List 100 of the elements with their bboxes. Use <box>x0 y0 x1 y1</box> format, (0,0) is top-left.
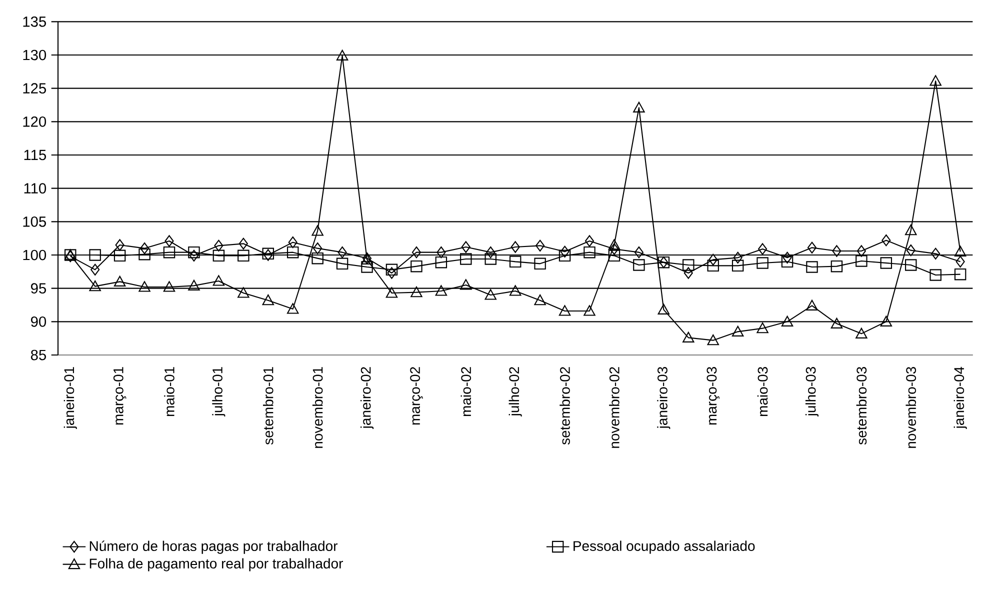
point <box>558 305 571 316</box>
point <box>188 280 200 290</box>
point <box>905 224 917 236</box>
point <box>756 257 768 269</box>
point <box>387 267 396 279</box>
point <box>806 300 818 310</box>
point <box>286 303 299 314</box>
point <box>435 285 448 296</box>
point <box>336 258 348 270</box>
point <box>708 254 718 266</box>
point <box>460 253 472 265</box>
point <box>214 240 224 252</box>
point <box>781 256 794 268</box>
point <box>484 253 496 265</box>
point <box>830 318 843 328</box>
x-tick-label: maio-02 <box>460 367 472 416</box>
point <box>189 250 198 262</box>
point <box>856 245 866 257</box>
point <box>684 267 693 279</box>
x-tick-label: novembro-03 <box>906 367 916 448</box>
point <box>830 260 843 272</box>
point <box>510 241 520 253</box>
point <box>238 287 250 298</box>
point <box>608 239 620 250</box>
x-tick-label: setembro-03 <box>856 367 867 445</box>
point <box>832 245 842 257</box>
point <box>115 239 124 251</box>
point <box>163 246 176 258</box>
point <box>509 285 522 296</box>
point <box>460 279 472 290</box>
point <box>807 242 817 254</box>
x-tick-label: março-02 <box>410 367 423 425</box>
legend-label: Número de horas pagas por trabalhador <box>90 540 338 554</box>
point <box>658 304 670 314</box>
point <box>410 286 422 298</box>
point <box>212 250 225 262</box>
point <box>781 316 794 326</box>
point <box>954 246 966 256</box>
x-tick-label: setembro-01 <box>262 367 274 445</box>
point <box>212 275 225 286</box>
point <box>633 259 645 271</box>
point <box>856 255 868 267</box>
legend-label: Folha de pagamento real por trabalhador <box>90 558 343 572</box>
y-tick-label: 120 <box>23 116 46 127</box>
point <box>484 289 496 300</box>
point <box>114 276 126 286</box>
x-tick-label: março-01 <box>113 367 126 425</box>
point <box>732 326 744 336</box>
x-tick-label: setembro-02 <box>560 367 570 445</box>
point <box>140 242 150 254</box>
point <box>164 235 174 247</box>
point <box>312 252 324 264</box>
point <box>584 246 596 258</box>
y-tick-label: 105 <box>23 216 46 227</box>
point <box>313 242 322 254</box>
point <box>90 264 100 276</box>
y-tick-label: 110 <box>24 183 46 194</box>
x-tick-label: novembro-02 <box>609 367 620 448</box>
point <box>238 250 250 262</box>
point <box>956 256 965 268</box>
point <box>560 246 570 258</box>
point <box>634 246 644 258</box>
point <box>906 244 916 256</box>
x-tick-label: janeiro-01 <box>64 367 77 429</box>
point <box>905 259 917 271</box>
point <box>608 250 620 262</box>
point <box>386 287 398 298</box>
point <box>610 243 619 255</box>
point <box>286 246 299 258</box>
y-tick-label: 95 <box>31 283 46 294</box>
point <box>435 256 448 268</box>
point <box>163 281 176 292</box>
x-tick-label: maio-01 <box>164 367 174 416</box>
point <box>288 236 298 248</box>
x-tick-label: novembro-01 <box>312 367 323 448</box>
point <box>238 238 248 250</box>
point <box>584 305 596 316</box>
y-tick-label: 100 <box>23 250 46 260</box>
point <box>534 258 546 270</box>
x-tick-label: maio-03 <box>757 367 768 416</box>
x-tick-label: julho-03 <box>805 367 819 417</box>
point <box>262 294 274 306</box>
point <box>436 246 446 258</box>
point <box>534 294 546 306</box>
point <box>682 259 694 271</box>
point <box>461 241 470 253</box>
y-tick-label: 135 <box>23 16 46 27</box>
point <box>509 256 522 268</box>
point <box>931 248 940 260</box>
point <box>89 280 101 292</box>
point <box>806 261 818 273</box>
point <box>756 322 768 334</box>
point <box>412 246 421 258</box>
point <box>312 225 324 236</box>
point <box>707 260 719 272</box>
point <box>138 281 150 292</box>
point <box>880 257 892 269</box>
point <box>410 260 422 272</box>
point <box>584 235 594 247</box>
point <box>536 240 545 252</box>
